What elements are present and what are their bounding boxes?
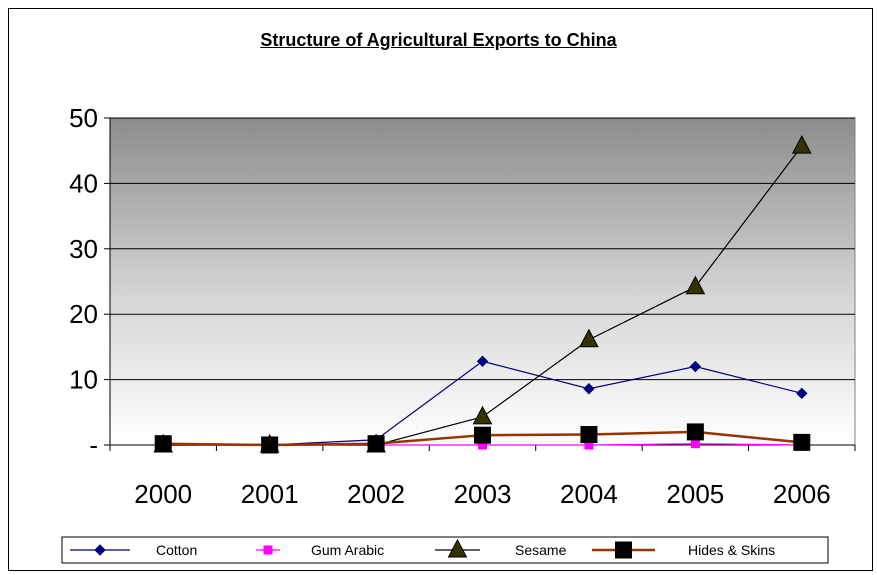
legend-entry: Sesame bbox=[435, 538, 567, 558]
x-tick-label: 2001 bbox=[241, 479, 299, 509]
data-point bbox=[796, 387, 808, 400]
y-tick-label: 40 bbox=[69, 168, 98, 198]
data-point bbox=[793, 433, 811, 451]
legend-entry: Cotton bbox=[70, 542, 197, 558]
legend-entry: Gum Arabic bbox=[256, 542, 384, 558]
legend-marker bbox=[263, 545, 273, 555]
legend-entry: Hides & Skins bbox=[592, 541, 775, 559]
legend-marker bbox=[615, 541, 632, 559]
legend-label: Hides & Skins bbox=[688, 542, 775, 558]
legend-label: Sesame bbox=[515, 542, 567, 558]
plot-area bbox=[109, 117, 856, 446]
series-layer bbox=[153, 135, 812, 454]
x-tick-label: 2000 bbox=[134, 479, 192, 509]
y-axis-ticks: - 10 20 30 40 50 bbox=[69, 103, 111, 460]
data-point bbox=[580, 426, 598, 444]
series-hides-skins bbox=[154, 423, 811, 454]
x-tick-label: 2002 bbox=[347, 479, 405, 509]
chart-title: Structure of Agricultural Exports to Chi… bbox=[260, 30, 617, 50]
data-point bbox=[154, 435, 172, 453]
data-point bbox=[367, 435, 385, 453]
data-point bbox=[689, 360, 702, 373]
y-tick-label: - bbox=[89, 430, 98, 460]
x-tick-label: 2005 bbox=[666, 479, 724, 509]
legend-label: Gum Arabic bbox=[311, 542, 384, 558]
data-point bbox=[579, 328, 599, 348]
x-tick-label: 2004 bbox=[560, 479, 618, 509]
y-tick-label: 10 bbox=[69, 365, 98, 395]
data-point bbox=[686, 423, 704, 441]
x-tick-label: 2006 bbox=[773, 479, 831, 509]
legend: Cotton Gum Arabic Sesame Hides & Skins bbox=[61, 536, 829, 564]
data-point bbox=[685, 275, 706, 295]
x-tick-label: 2003 bbox=[454, 479, 512, 509]
y-tick-label: 50 bbox=[69, 103, 98, 133]
data-point bbox=[472, 405, 493, 425]
y-tick-label: 30 bbox=[69, 234, 98, 264]
legend-marker bbox=[447, 538, 468, 558]
legend-marker bbox=[94, 544, 106, 556]
data-point bbox=[476, 355, 489, 367]
data-point bbox=[791, 135, 812, 154]
data-point bbox=[474, 426, 491, 444]
data-point bbox=[261, 436, 279, 454]
legend-label: Cotton bbox=[156, 542, 197, 558]
data-point bbox=[583, 383, 595, 395]
y-tick-label: 20 bbox=[69, 299, 98, 329]
x-axis-ticks: 2000 2001 2002 2003 2004 2005 2006 bbox=[109, 445, 856, 509]
data-point bbox=[690, 439, 700, 449]
